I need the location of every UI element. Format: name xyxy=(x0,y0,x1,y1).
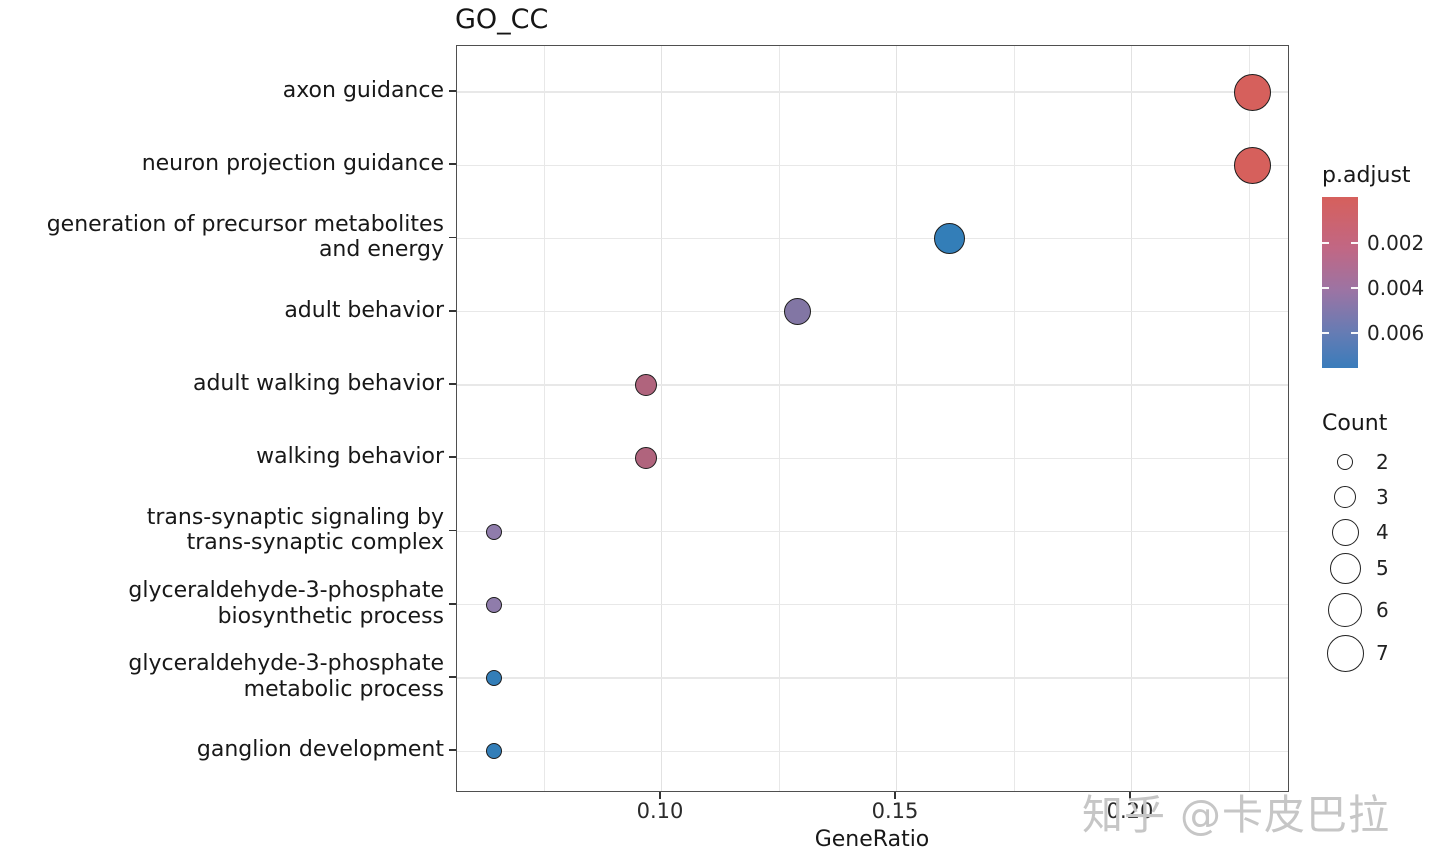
size-legend-value: 4 xyxy=(1376,520,1389,544)
color-legend-tick xyxy=(1322,286,1329,290)
y-axis-label: glyceraldehyde-3-phosphate metabolic pro… xyxy=(128,651,444,702)
data-point xyxy=(634,447,657,470)
x-tick-mark xyxy=(659,792,661,799)
color-legend-title: p.adjust xyxy=(1322,163,1411,188)
gridline-row xyxy=(457,237,1288,240)
size-legend-value: 3 xyxy=(1376,485,1389,509)
x-tick-mark xyxy=(894,792,896,799)
color-legend-tick xyxy=(1322,331,1329,335)
y-axis-label: adult behavior xyxy=(284,297,444,323)
data-point xyxy=(486,743,503,760)
data-point xyxy=(933,223,965,254)
y-tick-mark xyxy=(449,163,456,166)
gridline-minor xyxy=(543,46,545,791)
y-tick-mark xyxy=(449,749,456,752)
y-tick-mark xyxy=(449,456,456,459)
x-axis-tick-label: 0.15 xyxy=(871,799,919,823)
size-legend-circle xyxy=(1337,454,1353,470)
data-point xyxy=(1233,146,1271,184)
y-axis-label: generation of precursor metabolites and … xyxy=(46,211,444,263)
y-axis-label: axon guidance xyxy=(282,78,444,104)
y-axis-label: neuron projection guidance xyxy=(141,151,444,177)
gridline-row xyxy=(457,91,1288,93)
gridline-row xyxy=(457,677,1288,679)
gridline-row xyxy=(457,164,1288,166)
size-legend-circle xyxy=(1334,486,1356,508)
gridline-major xyxy=(1131,46,1133,791)
x-tick-mark xyxy=(1129,792,1131,799)
gridline-row xyxy=(457,530,1288,533)
gridline-row xyxy=(457,750,1288,752)
gridline-minor xyxy=(1013,46,1015,791)
y-tick-mark xyxy=(449,602,456,605)
color-legend-value: 0.004 xyxy=(1367,276,1425,300)
x-axis-tick-label: 0.10 xyxy=(636,799,684,823)
size-legend-circle xyxy=(1331,518,1359,546)
x-axis-tick-label: 0.20 xyxy=(1106,799,1154,823)
gridline-row xyxy=(457,457,1288,459)
color-legend-value: 0.006 xyxy=(1367,321,1425,345)
color-legend-gradient xyxy=(1322,197,1358,368)
y-tick-mark xyxy=(449,529,456,532)
size-legend-value: 2 xyxy=(1376,450,1389,474)
size-legend-value: 6 xyxy=(1376,598,1389,622)
gridline-major xyxy=(661,46,663,791)
size-legend-circle xyxy=(1326,634,1364,672)
gridline-minor xyxy=(1248,46,1250,791)
color-legend-value: 0.002 xyxy=(1367,231,1425,255)
watermark: 知乎 @卡皮巴拉 xyxy=(1082,791,1391,839)
gridline-row xyxy=(457,604,1288,606)
gridline-row xyxy=(457,384,1288,386)
color-legend-tick xyxy=(1351,286,1358,290)
size-legend-value: 5 xyxy=(1376,556,1389,580)
size-legend-title: Count xyxy=(1322,411,1388,436)
plot-panel xyxy=(456,45,1289,792)
y-axis-label: glyceraldehyde-3-phosphate biosynthetic … xyxy=(128,577,444,629)
color-legend-tick xyxy=(1351,331,1358,335)
data-point xyxy=(486,523,503,540)
color-legend-tick xyxy=(1351,241,1358,245)
color-legend-tick xyxy=(1322,241,1329,245)
size-legend-circle xyxy=(1328,593,1362,627)
x-axis-title: GeneRatio xyxy=(814,827,930,852)
data-point xyxy=(486,670,503,686)
plot-title: GO_CC xyxy=(455,4,549,35)
y-axis-label: ganglion development xyxy=(196,737,444,763)
size-legend-value: 7 xyxy=(1376,641,1389,665)
y-tick-mark xyxy=(449,676,456,678)
y-axis-label: walking behavior xyxy=(256,444,444,470)
data-point xyxy=(1233,73,1271,111)
y-tick-mark xyxy=(449,236,456,239)
y-tick-mark xyxy=(449,90,456,92)
y-tick-mark xyxy=(449,383,456,385)
size-legend-circle xyxy=(1329,552,1361,584)
gridline-minor xyxy=(778,46,780,791)
y-tick-mark xyxy=(449,309,456,312)
data-point xyxy=(783,298,811,326)
gridline-row xyxy=(457,311,1288,313)
y-axis-label: adult walking behavior xyxy=(192,371,444,397)
y-axis-label: trans-synaptic signaling by trans-synapt… xyxy=(146,504,444,556)
data-point xyxy=(634,374,657,396)
data-point xyxy=(486,596,503,613)
gridline-major xyxy=(896,46,898,791)
